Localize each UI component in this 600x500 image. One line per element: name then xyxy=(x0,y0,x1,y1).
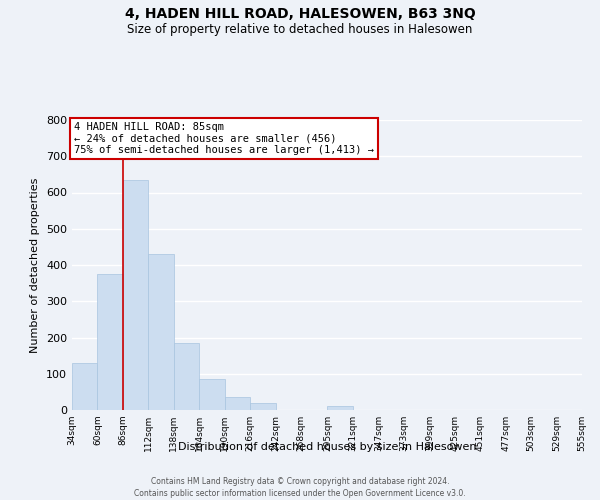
Bar xyxy=(72,363,97,410)
Bar xyxy=(97,274,123,410)
Text: 4 HADEN HILL ROAD: 85sqm
← 24% of detached houses are smaller (456)
75% of semi-: 4 HADEN HILL ROAD: 85sqm ← 24% of detach… xyxy=(74,122,374,155)
Text: Size of property relative to detached houses in Halesowen: Size of property relative to detached ho… xyxy=(127,22,473,36)
Bar xyxy=(148,254,174,410)
Bar xyxy=(225,398,250,410)
Bar xyxy=(328,406,353,410)
Bar xyxy=(199,379,225,410)
Text: Contains public sector information licensed under the Open Government Licence v3: Contains public sector information licen… xyxy=(134,489,466,498)
Y-axis label: Number of detached properties: Number of detached properties xyxy=(31,178,40,352)
Text: Distribution of detached houses by size in Halesowen: Distribution of detached houses by size … xyxy=(178,442,476,452)
Bar xyxy=(123,180,148,410)
Bar xyxy=(250,404,275,410)
Text: Contains HM Land Registry data © Crown copyright and database right 2024.: Contains HM Land Registry data © Crown c… xyxy=(151,478,449,486)
Text: 4, HADEN HILL ROAD, HALESOWEN, B63 3NQ: 4, HADEN HILL ROAD, HALESOWEN, B63 3NQ xyxy=(125,8,475,22)
Bar xyxy=(174,343,199,410)
